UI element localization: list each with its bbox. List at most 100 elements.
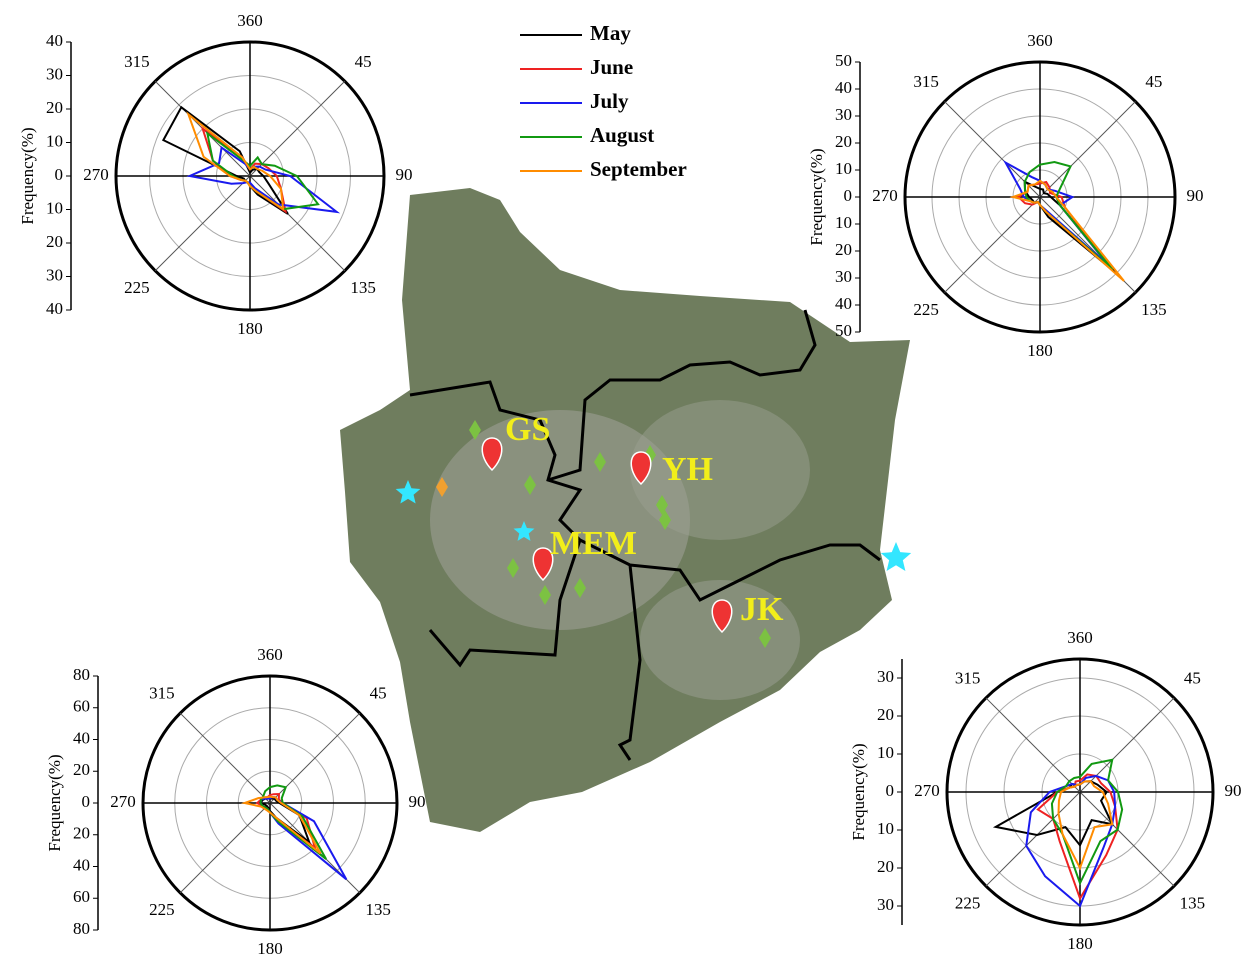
angle-label: 225 bbox=[955, 893, 981, 912]
polar-chart: 3604590135180225270315010102020303040405… bbox=[807, 31, 1204, 360]
urban-area bbox=[630, 400, 810, 540]
angle-label: 270 bbox=[110, 792, 136, 811]
y-tick-label: 50 bbox=[835, 321, 852, 340]
site-label: YH bbox=[662, 451, 713, 488]
site-label: JK bbox=[740, 591, 784, 628]
angle-label: 315 bbox=[149, 684, 175, 703]
y-tick-label: 20 bbox=[877, 857, 894, 876]
spoke bbox=[250, 176, 345, 271]
y-axis-label: Frequency(%) bbox=[849, 743, 868, 840]
spoke bbox=[155, 176, 250, 271]
polar-chart: 360 45 90 135 180 225 270 315 0 10 10 20 20 30 30 40 40 F… bbox=[18, 11, 413, 338]
angle-label: 360 bbox=[237, 11, 263, 30]
y-tick-label: 20 bbox=[73, 824, 90, 843]
spoke bbox=[986, 698, 1080, 792]
y-tick-label: 10 bbox=[46, 131, 63, 150]
y-tick-label: 80 bbox=[73, 665, 90, 684]
y-tick-label: 10 bbox=[835, 159, 852, 178]
y-tick-label: 40 bbox=[73, 728, 90, 747]
angle-label: 180 bbox=[257, 939, 283, 958]
series-line bbox=[1059, 781, 1113, 868]
angle-label: 360 bbox=[1027, 31, 1053, 50]
angle-label: 315 bbox=[124, 52, 150, 71]
map: GS YH MEM JK bbox=[340, 188, 911, 832]
legend-label: May bbox=[590, 21, 631, 45]
spoke bbox=[250, 81, 345, 176]
y-tick-label: 30 bbox=[835, 267, 852, 286]
angle-label: 315 bbox=[955, 668, 981, 687]
y-tick-label: 0 bbox=[82, 792, 91, 811]
spoke bbox=[180, 803, 270, 893]
figure: GS YH MEM JK May June July August September 360… bbox=[0, 0, 1256, 963]
spoke bbox=[180, 713, 270, 803]
legend-label: June bbox=[590, 55, 633, 79]
y-tick-label: 80 bbox=[73, 919, 90, 938]
y-tick-label: 30 bbox=[877, 667, 894, 686]
legend-label: July bbox=[590, 89, 629, 113]
y-tick-label: 40 bbox=[835, 294, 852, 313]
angle-label: 360 bbox=[257, 645, 283, 664]
spoke bbox=[270, 713, 360, 803]
y-tick-label: 40 bbox=[46, 299, 63, 318]
y-tick-label: 50 bbox=[835, 51, 852, 70]
y-tick-label: 10 bbox=[877, 743, 894, 762]
angle-label: 90 bbox=[409, 792, 426, 811]
y-tick-label: 10 bbox=[877, 819, 894, 838]
angle-label: 225 bbox=[124, 278, 150, 297]
spoke bbox=[1040, 102, 1135, 197]
angle-label: 180 bbox=[237, 319, 263, 338]
polar-chart: 360459013518022527031502020404060608080F… bbox=[45, 645, 426, 958]
y-tick-label: 20 bbox=[835, 240, 852, 259]
angle-label: 90 bbox=[396, 165, 413, 184]
angle-label: 225 bbox=[149, 900, 175, 919]
y-tick-label: 20 bbox=[46, 98, 63, 117]
y-tick-label: 0 bbox=[844, 186, 853, 205]
series-line bbox=[1025, 162, 1113, 269]
y-tick-label: 30 bbox=[46, 64, 63, 83]
y-tick-label: 40 bbox=[46, 31, 63, 50]
angle-label: 360 bbox=[1067, 628, 1093, 647]
spoke bbox=[1080, 698, 1174, 792]
y-tick-label: 0 bbox=[886, 781, 895, 800]
angle-label: 180 bbox=[1027, 341, 1053, 360]
angle-label: 225 bbox=[913, 300, 939, 319]
y-tick-label: 10 bbox=[835, 213, 852, 232]
polar-chart: 360 45 90 135 180 225 270 315 0 10 10 20 20 30 30 Frequ… bbox=[849, 628, 1242, 953]
y-tick-label: 20 bbox=[73, 760, 90, 779]
angle-label: 135 bbox=[1180, 893, 1206, 912]
y-tick-label: 0 bbox=[55, 165, 64, 184]
angle-label: 90 bbox=[1187, 186, 1204, 205]
angle-label: 45 bbox=[1145, 72, 1162, 91]
y-tick-label: 60 bbox=[73, 697, 90, 716]
angle-label: 135 bbox=[350, 278, 376, 297]
spoke bbox=[945, 197, 1040, 292]
y-tick-label: 60 bbox=[73, 887, 90, 906]
angle-label: 270 bbox=[914, 781, 940, 800]
y-tick-label: 20 bbox=[46, 232, 63, 251]
angle-label: 45 bbox=[355, 52, 372, 71]
angle-label: 135 bbox=[365, 900, 391, 919]
angle-label: 270 bbox=[872, 186, 898, 205]
y-axis-label: Frequency(%) bbox=[807, 148, 826, 245]
angle-label: 45 bbox=[1184, 668, 1201, 687]
y-tick-label: 40 bbox=[835, 78, 852, 97]
legend: May June July August September bbox=[520, 21, 687, 181]
y-tick-label: 30 bbox=[835, 105, 852, 124]
site-label: GS bbox=[505, 411, 550, 448]
legend-label: September bbox=[590, 157, 687, 181]
angle-label: 270 bbox=[83, 165, 109, 184]
angle-label: 45 bbox=[370, 684, 387, 703]
site-label: MEM bbox=[550, 525, 637, 562]
y-axis-label: Frequency(%) bbox=[45, 754, 64, 851]
y-tick-label: 20 bbox=[835, 132, 852, 151]
y-tick-label: 20 bbox=[877, 705, 894, 724]
y-tick-label: 30 bbox=[877, 895, 894, 914]
y-axis-label: Frequency(%) bbox=[18, 127, 37, 224]
star-marker bbox=[881, 542, 911, 571]
angle-label: 180 bbox=[1067, 934, 1093, 953]
y-tick-label: 30 bbox=[46, 265, 63, 284]
y-tick-label: 10 bbox=[46, 198, 63, 217]
angle-label: 90 bbox=[1225, 781, 1242, 800]
angle-label: 315 bbox=[913, 72, 939, 91]
legend-label: August bbox=[590, 123, 654, 147]
